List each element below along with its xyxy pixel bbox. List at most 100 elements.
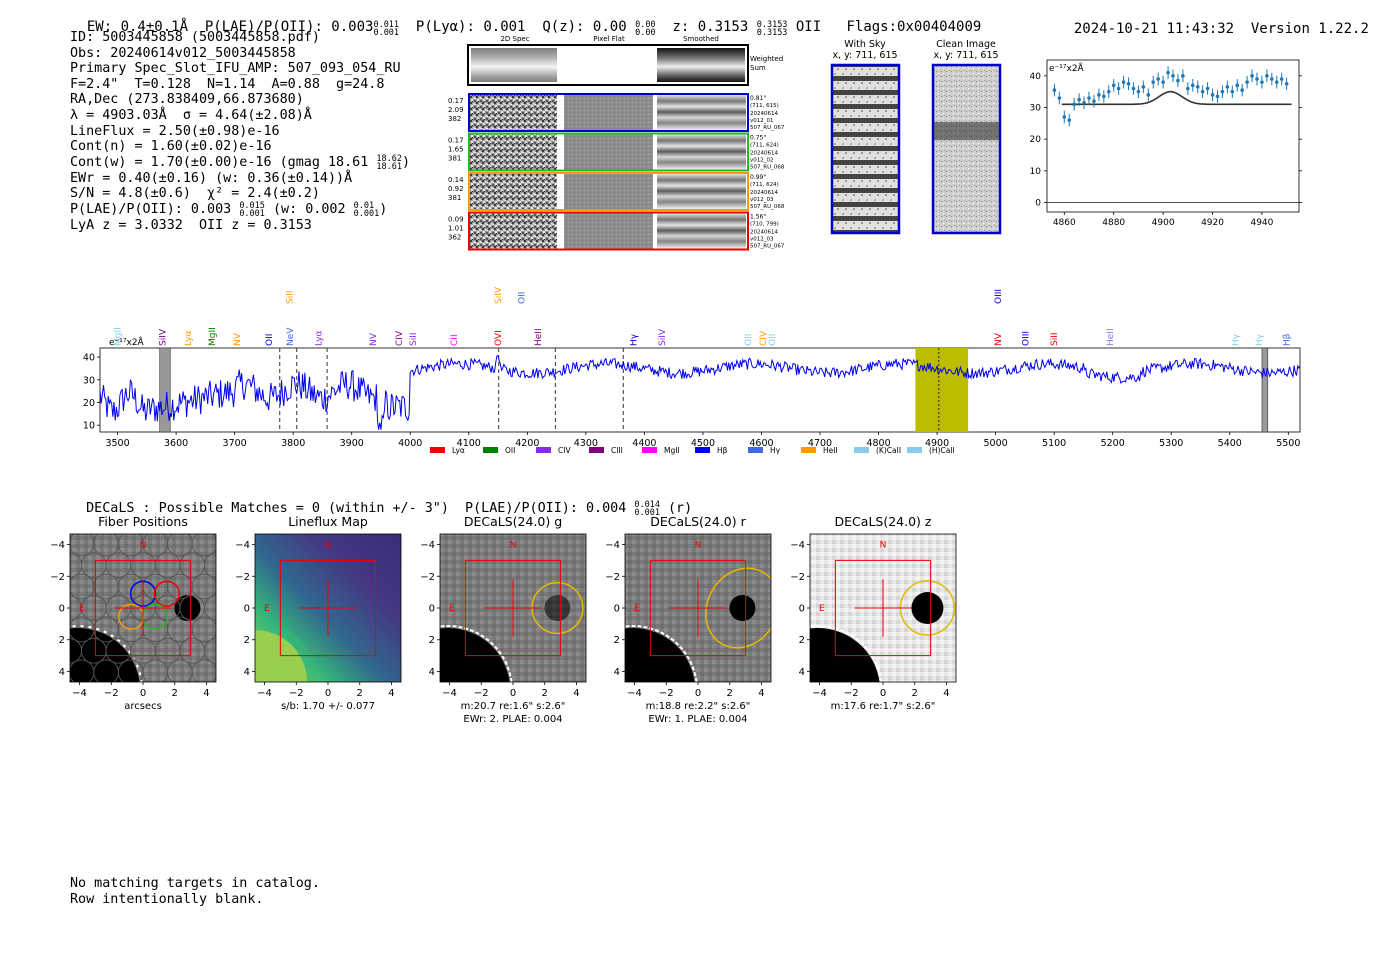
fiber-27 <box>203 595 216 621</box>
panel-2-ylabel-0: 4 <box>429 667 435 678</box>
legend-swatch-2 <box>536 447 551 453</box>
spectrum-xlabel-9: 4400 <box>632 438 656 449</box>
header-plae-lo: 0.001 <box>373 28 400 38</box>
panel-bright-source-0 <box>70 628 140 682</box>
cutout-frame-0 <box>468 93 749 132</box>
fiber-13 <box>203 552 216 578</box>
panel-4-xlabel-0: −4 <box>812 688 827 699</box>
line-label-text-5: OII <box>265 334 275 346</box>
spectrum-trace <box>99 355 1301 430</box>
cutout-2d-2 <box>470 173 557 209</box>
panel-3-xlabel-3: 2 <box>727 688 733 699</box>
line-label-text-17: Hγ <box>629 333 639 346</box>
zoom-xlabel-0: 4860 <box>1053 218 1076 228</box>
panel-foot-4: m:17.6 re:1.7" s:2.6" <box>831 701 936 712</box>
panels-content: N E −4 4 −2 2 0 0 2 −2 4 −4 Fiber Positions arcsecs N E… <box>50 514 957 725</box>
cutout-right3-3: 20240614 <box>750 230 778 236</box>
legend-swatch-8 <box>854 447 869 453</box>
info-id: ID: 5003445858 (5003445858.pdf) <box>70 30 320 45</box>
legend-label-1: OII <box>505 446 515 455</box>
panel-0-xlabel-3: 2 <box>172 688 178 699</box>
panel-1-ylabel-0: 4 <box>244 667 250 678</box>
cutout-frame-2 <box>468 172 749 211</box>
panel-1-xlabel-1: −2 <box>289 688 304 699</box>
footer-line2: Row intentionally blank. <box>70 891 264 907</box>
panel-0-ylabel-3: −2 <box>50 572 65 583</box>
line-label-15: OII <box>518 292 528 304</box>
zoom-point-35 <box>1225 85 1230 89</box>
cutout-right4-2: v012_03 <box>750 197 774 203</box>
header-qz: Q(z): 0.00 <box>542 19 627 35</box>
panel-2-xlabel-1: −2 <box>474 688 489 699</box>
spectrum-highlight <box>915 348 969 432</box>
spectrum-frame <box>99 347 1301 433</box>
clean-image-band <box>934 122 999 140</box>
spectrum-xlabel-14: 4900 <box>925 438 949 449</box>
info-lya-oii: LyA z = 3.0332 OII z = 0.3153 <box>70 217 312 233</box>
cutout-right2-3: (710, 799) <box>750 222 779 228</box>
clean-image-xy: x, y: 711, 615 <box>933 50 998 61</box>
spectrum-plot: MgII SiIV Lyα MgII NV OII NeV SiII Lyα NV CIV SiII C… <box>83 286 1301 455</box>
zoom-point-11 <box>1106 89 1111 94</box>
decals-header-hi: 0.014 <box>634 500 660 510</box>
zoom-point-9 <box>1097 93 1101 97</box>
panel-east-3: E <box>634 604 640 614</box>
legend-label-9: (H)CaII <box>929 446 955 455</box>
header-plae: P(LAE)/P(OII): 0.003 <box>204 19 374 35</box>
cutout-panel: 2D Spec Pixel Flat Smoothed Weighted Sum… <box>448 35 1002 251</box>
cutout-right2-2: (711, 624) <box>750 182 779 188</box>
info-lineflux: LineFlux = 2.50(±0.98)e-16 <box>70 123 280 139</box>
spectrum-xlabel-3: 3800 <box>281 438 305 449</box>
with-sky-title: With Sky <box>844 39 886 50</box>
info-plae: P(LAE)/P(OII): 0.003 <box>70 201 232 217</box>
panel-1-ylabel-2: 0 <box>244 604 250 615</box>
spectrum-xlabel-15: 5000 <box>984 438 1008 449</box>
footer-line1: No matching targets in catalog. <box>70 876 320 891</box>
panel-1-xlabel-3: 2 <box>357 688 363 699</box>
fiber-41 <box>203 638 216 664</box>
panel-east-1: E <box>264 604 270 614</box>
panel-3 <box>625 534 771 682</box>
line-label-0: MgII <box>114 327 124 346</box>
zoom-xlabel-1: 4880 <box>1102 218 1125 228</box>
cutout-right3-0: 20240614 <box>750 111 778 117</box>
spectrum-xlabel-10: 4500 <box>691 438 715 449</box>
panel-bright-source-2 <box>440 628 510 682</box>
zoom-point-45 <box>1274 80 1279 84</box>
spectrum-xlabel-5: 4000 <box>398 438 422 449</box>
info-plae-hi: 0.015 <box>239 200 265 211</box>
spectrum-xlabel-4: 3900 <box>340 438 364 449</box>
line-label-text-29: Hβ <box>1283 333 1293 346</box>
cutout-right4-0: v012_01 <box>750 118 774 124</box>
zoom-point-17 <box>1136 89 1141 94</box>
decals-header-lo: 0.001 <box>634 508 660 518</box>
fiber-19 <box>191 573 216 600</box>
panel-3-xlabel-2: 0 <box>695 688 701 699</box>
info-ewr: EWr = 0.40(±0.16) (w: 0.36(±0.14))Å <box>70 170 353 186</box>
zoom-point-37 <box>1235 83 1240 88</box>
line-label-18: SiIV <box>658 328 668 346</box>
info-primary: Primary Spec_Slot_IFU_AMP: 507_093_054_R… <box>70 61 401 77</box>
line-label-text-11: SiII <box>409 332 419 346</box>
panel-east-0: E <box>79 604 85 614</box>
zoom-point-44 <box>1270 77 1274 81</box>
zoom-point-24 <box>1171 74 1175 78</box>
cutout-2d-0 <box>470 94 557 130</box>
spectrum-xlabel-20: 5500 <box>1276 438 1300 449</box>
zoom-point-41 <box>1255 77 1259 81</box>
panel-title-2: DECaLS(24.0) g <box>464 514 562 529</box>
zoom-point-26 <box>1181 74 1185 78</box>
panel-foot-2: m:20.7 re:1.6" s:2.6" <box>461 701 566 712</box>
line-label-text-23: NV <box>994 332 1004 346</box>
zoom-point-32 <box>1210 93 1215 97</box>
image-panels: N E −4 4 −2 2 0 0 2 −2 4 −4 Fiber Positions arcsecs N E… <box>50 514 957 725</box>
zoom-point-0 <box>1052 88 1057 92</box>
cutout-right2-0: (711, 615) <box>750 103 779 109</box>
spectrum-ylabel-2: 30 <box>83 375 95 386</box>
line-label-27: Hγ <box>1232 333 1242 346</box>
zoom-xlabel-2: 4900 <box>1152 218 1175 228</box>
line-label-text-0: MgII <box>114 327 124 346</box>
panel-4-ylabel-1: 2 <box>799 635 805 646</box>
panel-target-3 <box>729 595 756 621</box>
zoom-point-3 <box>1067 118 1072 122</box>
